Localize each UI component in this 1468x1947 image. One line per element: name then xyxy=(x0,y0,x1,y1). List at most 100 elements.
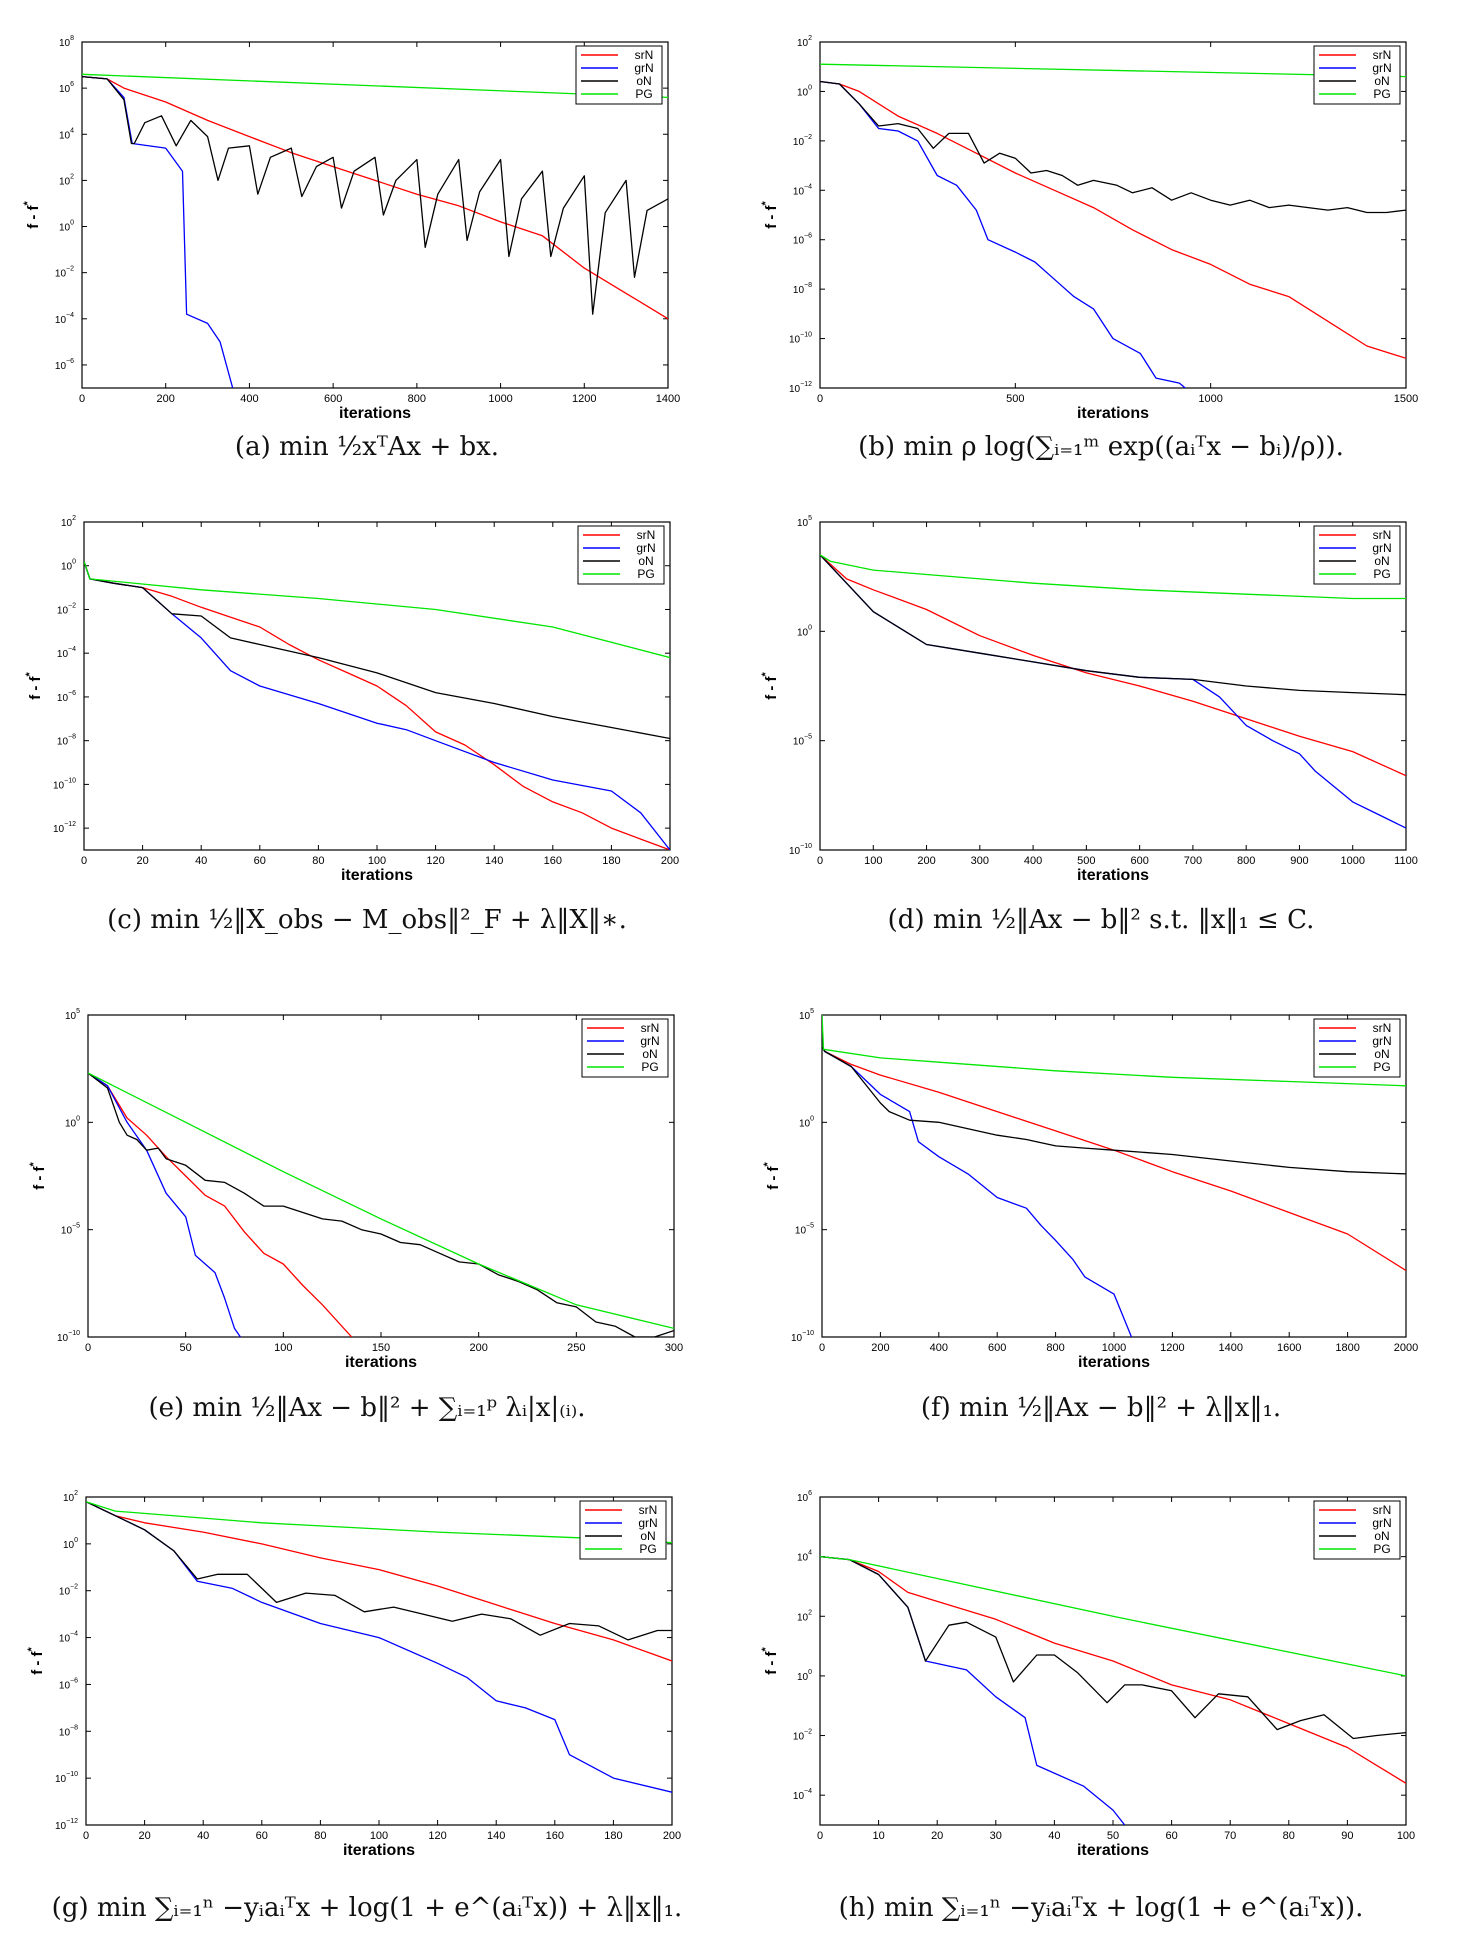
legend-label-srN: srN xyxy=(639,1503,658,1517)
x-tick-label: 160 xyxy=(546,1830,564,1842)
x-tick-label: 140 xyxy=(485,855,503,867)
y-axis-label: f - f* xyxy=(22,200,42,228)
x-tick-label: 700 xyxy=(1184,855,1202,867)
x-tick-label: 200 xyxy=(663,1830,681,1842)
plot-frame xyxy=(819,41,1407,389)
x-tick-label: 0 xyxy=(817,1830,823,1842)
legend-label-grN: grN xyxy=(1372,1034,1391,1048)
x-tick-label: 80 xyxy=(1283,1830,1295,1842)
x-tick-label: 70 xyxy=(1224,1830,1236,1842)
x-axis-label: iterations xyxy=(339,405,411,420)
y-tick-label: 10−10 xyxy=(791,1330,814,1344)
y-tick-label: 10−5 xyxy=(793,734,812,748)
chart-panel-b: 0 500 1000 1500 10−12 10−10 10−8 10−6 10−4 10−2 10… xyxy=(734,0,1468,480)
y-tick-label: 10−4 xyxy=(57,646,76,660)
series-line-PG xyxy=(820,1555,1406,1677)
x-tick-label: 1100 xyxy=(1394,855,1418,867)
x-tick-label: 150 xyxy=(372,1342,390,1354)
x-tick-label: 50 xyxy=(1107,1830,1119,1842)
x-tick-label: 40 xyxy=(1048,1830,1060,1842)
series-line-grN xyxy=(82,75,234,388)
x-tick-label: 600 xyxy=(988,1342,1006,1354)
legend-label-grN: grN xyxy=(634,61,653,75)
y-tick-label: 108 xyxy=(59,35,74,49)
series-line-grN xyxy=(88,1072,241,1337)
x-tick-label: 0 xyxy=(817,855,823,867)
y-tick-label: 10−4 xyxy=(793,1788,812,1802)
x-tick-label: 600 xyxy=(1130,855,1148,867)
y-tick-label: 102 xyxy=(59,173,74,187)
legend-label-oN: oN xyxy=(642,1047,657,1061)
x-tick-label: 80 xyxy=(314,1830,326,1842)
y-tick-label: 10−12 xyxy=(55,1818,78,1832)
y-tick-label: 10−12 xyxy=(53,821,76,835)
series-line-oN xyxy=(84,561,670,740)
y-tick-label: 10−5 xyxy=(795,1223,814,1237)
series-line-srN xyxy=(84,561,670,850)
series-line-srN xyxy=(82,75,668,320)
legend-label-oN: oN xyxy=(1374,1529,1389,1543)
y-tick-label: 100 xyxy=(797,1669,812,1683)
chart-panel-h: 0 10 20 30 40 50 60 70 80 90 100 10−4 10−2 100 102 104 1… xyxy=(734,1455,1468,1947)
x-tick-label: 90 xyxy=(1341,1830,1353,1842)
x-tick-label: 1200 xyxy=(572,393,596,405)
y-tick-label: 10−6 xyxy=(59,1677,78,1691)
x-axis-label: iterations xyxy=(341,867,413,884)
y-tick-label: 102 xyxy=(63,1490,78,1504)
legend-label-PG: PG xyxy=(1373,567,1390,581)
y-tick-label: 10−2 xyxy=(793,134,812,148)
series-line-oN xyxy=(86,1501,672,1641)
y-tick-label: 10−10 xyxy=(53,777,76,791)
x-tick-label: 400 xyxy=(1024,855,1042,867)
series-line-srN xyxy=(820,554,1406,777)
x-tick-label: 200 xyxy=(661,855,679,867)
y-axis-label: f - f* xyxy=(760,1646,780,1674)
y-tick-label: 10−8 xyxy=(59,1724,78,1738)
chart-d: 0 100 200 300 400 500 600 700 800 900 1000 1100 10−1… xyxy=(760,515,1418,884)
y-axis-label: f - f* xyxy=(760,671,780,699)
y-tick-label: 10−6 xyxy=(57,690,76,704)
x-tick-label: 1200 xyxy=(1160,1342,1184,1354)
x-tick-label: 120 xyxy=(428,1830,446,1842)
legend-label-oN: oN xyxy=(1374,554,1389,568)
y-tick-label: 100 xyxy=(799,1115,814,1129)
x-tick-label: 1600 xyxy=(1277,1342,1301,1354)
y-tick-label: 10−12 xyxy=(789,381,812,395)
y-tick-label: 100 xyxy=(59,220,74,234)
y-tick-label: 100 xyxy=(63,1537,78,1551)
y-tick-label: 10−2 xyxy=(57,602,76,616)
x-tick-label: 180 xyxy=(602,855,620,867)
x-tick-label: 0 xyxy=(83,1830,89,1842)
x-tick-label: 0 xyxy=(817,393,823,405)
x-tick-label: 50 xyxy=(180,1342,192,1354)
chart-e: 0 50 100 150 200 250 300 10−10 10−5 100 105 iterati… xyxy=(28,1008,683,1371)
legend-label-oN: oN xyxy=(638,554,653,568)
x-tick-label: 200 xyxy=(157,393,175,405)
legend-label-srN: srN xyxy=(641,1021,660,1035)
chart-a: 0 200 400 600 800 1000 1200 1400 10−6 10−4 10−2 100… xyxy=(22,35,680,420)
chart-c: 0 20 40 60 80 100 120 140 160 180 200 10−12 10−10 10−… xyxy=(24,515,679,884)
x-tick-label: 0 xyxy=(819,1342,825,1354)
x-tick-label: 200 xyxy=(917,855,935,867)
y-tick-label: 10−2 xyxy=(55,266,74,280)
x-tick-label: 140 xyxy=(487,1830,505,1842)
series-line-oN xyxy=(820,80,1406,214)
x-tick-label: 100 xyxy=(274,1342,292,1354)
chart-b: 0 500 1000 1500 10−12 10−10 10−8 10−6 10−4 10−2 10… xyxy=(760,35,1418,420)
caption-f: (f) min ½‖Ax − b‖² + λ‖x‖₁. xyxy=(920,1393,1282,1423)
x-axis-label: iterations xyxy=(1077,405,1149,420)
chart-g: 0 20 40 60 80 100 120 140 160 180 200 10−12 10−10 10−… xyxy=(26,1490,681,1859)
x-tick-label: 100 xyxy=(368,855,386,867)
chart-f: 0 200 400 600 800 1000 1200 1400 1600 1800 2000 10−… xyxy=(762,1008,1418,1371)
legend-label-grN: grN xyxy=(1372,61,1391,75)
legend-label-oN: oN xyxy=(640,1529,655,1543)
legend-label-oN: oN xyxy=(1374,1047,1389,1061)
x-tick-label: 1500 xyxy=(1394,393,1418,405)
x-tick-label: 1000 xyxy=(1340,855,1364,867)
x-tick-label: 600 xyxy=(324,393,342,405)
y-tick-label: 105 xyxy=(65,1008,80,1022)
